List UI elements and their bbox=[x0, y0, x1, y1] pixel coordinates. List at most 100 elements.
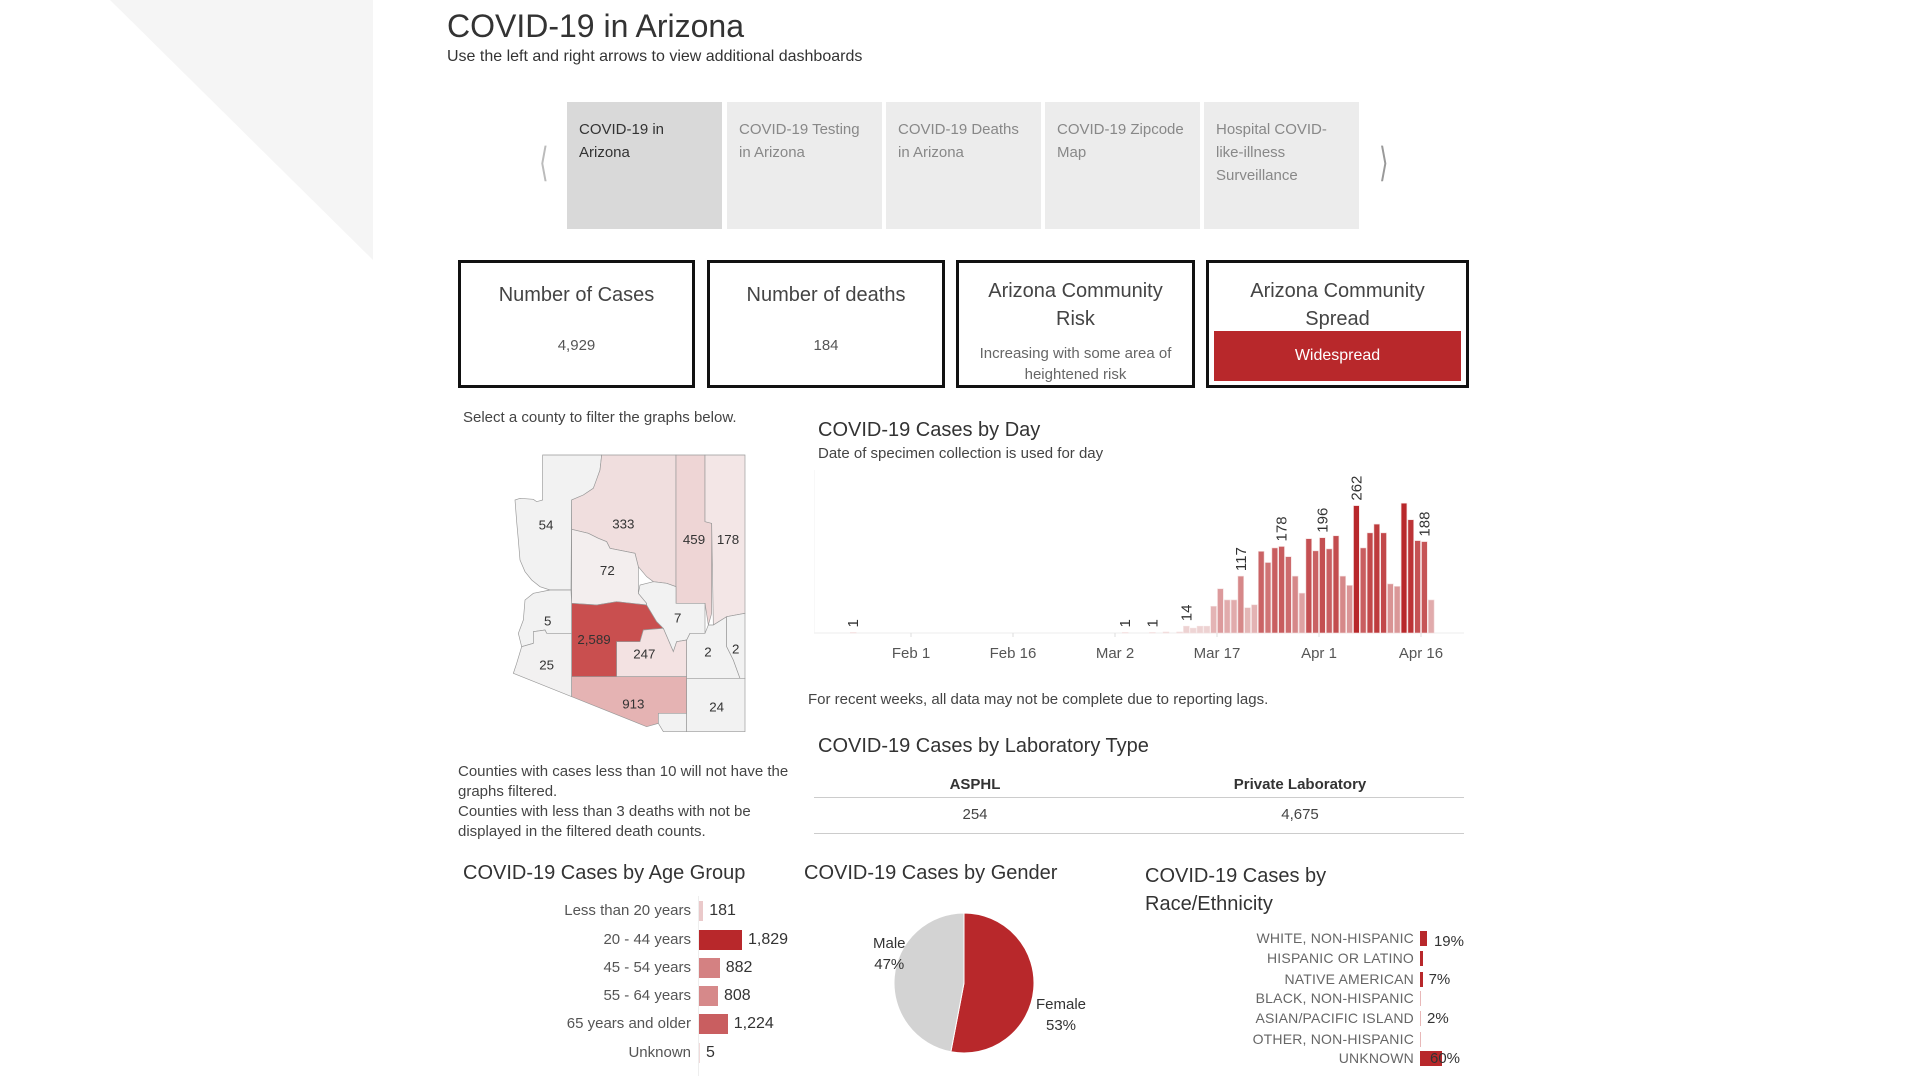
county-filter-note: Counties with cases less than 10 will no… bbox=[458, 762, 798, 842]
day-bar[interactable] bbox=[1332, 535, 1340, 634]
race-label: UNKNOWN bbox=[1338, 1050, 1414, 1066]
race-bar[interactable] bbox=[1420, 991, 1421, 1006]
day-bar[interactable] bbox=[1237, 575, 1244, 634]
male-category: Male bbox=[873, 935, 906, 952]
risk-label: Arizona Community Risk bbox=[988, 280, 1163, 330]
tab-deaths[interactable]: COVID-19 Deaths in Arizona bbox=[886, 102, 1041, 229]
county-label: 54 bbox=[539, 517, 554, 532]
risk-value: Increasing with some area of heightened … bbox=[979, 345, 1172, 383]
day-bar[interactable] bbox=[1223, 599, 1231, 634]
day-bar[interactable] bbox=[1325, 548, 1333, 634]
race-label: ASIAN/PACIFIC ISLAND bbox=[1255, 1010, 1414, 1026]
deaths-label: Number of deaths bbox=[746, 284, 906, 306]
day-bar[interactable] bbox=[1359, 547, 1367, 634]
tab-testing[interactable]: COVID-19 Testing in Arizona bbox=[727, 102, 882, 229]
day-bar[interactable] bbox=[1217, 588, 1224, 634]
map-instruction: Select a county to filter the graphs bel… bbox=[463, 409, 737, 426]
gender-pie-chart[interactable] bbox=[884, 903, 1044, 1063]
day-bar[interactable] bbox=[1400, 502, 1408, 634]
age-value: 5 bbox=[706, 1044, 715, 1061]
day-bar[interactable] bbox=[1421, 541, 1428, 634]
tab-covid-in-arizona[interactable]: COVID-19 in Arizona bbox=[567, 102, 722, 229]
day-bar[interactable] bbox=[1387, 583, 1394, 634]
age-bar[interactable] bbox=[699, 901, 704, 921]
day-bar[interactable] bbox=[1305, 538, 1312, 634]
day-bar[interactable] bbox=[1278, 546, 1285, 634]
day-bar[interactable] bbox=[1183, 625, 1190, 634]
day-bar[interactable] bbox=[1244, 607, 1251, 634]
county-label: 7 bbox=[674, 611, 681, 626]
arizona-county-map[interactable]: 54 333 459 178 72 5 25 2,589 7 247 2 2 9… bbox=[500, 440, 760, 740]
day-bar[interactable] bbox=[1312, 550, 1319, 634]
pie-slice-male[interactable] bbox=[893, 912, 965, 1053]
day-bar[interactable] bbox=[1285, 556, 1292, 634]
day-bar[interactable] bbox=[1230, 599, 1238, 634]
community-spread-card: Arizona Community Spread Widespread bbox=[1206, 260, 1469, 388]
day-bar[interactable] bbox=[1407, 519, 1415, 634]
age-bar[interactable] bbox=[699, 1043, 700, 1063]
race-bar[interactable] bbox=[1420, 1011, 1421, 1026]
day-bar[interactable] bbox=[1339, 575, 1347, 634]
column-header-private-lab: Private Laboratory bbox=[1233, 776, 1367, 793]
race-bar[interactable] bbox=[1420, 951, 1423, 966]
age-value: 181 bbox=[709, 902, 736, 919]
day-bar[interactable] bbox=[1353, 505, 1360, 634]
county-yuma[interactable] bbox=[512, 629, 572, 698]
day-bar[interactable] bbox=[1373, 523, 1381, 634]
pie-slice-female[interactable] bbox=[950, 912, 1035, 1054]
male-percent: 47% bbox=[874, 956, 905, 973]
day-bar[interactable] bbox=[1346, 585, 1353, 634]
day-bar[interactable] bbox=[1427, 599, 1435, 634]
tab-zipcode-map[interactable]: COVID-19 Zipcode Map bbox=[1045, 102, 1200, 229]
cases-by-day-footnote: For recent weeks, all data may not be co… bbox=[808, 691, 1269, 708]
county-santa-cruz[interactable] bbox=[658, 713, 687, 732]
race-bar[interactable] bbox=[1420, 931, 1427, 946]
age-bar[interactable] bbox=[699, 930, 742, 950]
race-bar[interactable] bbox=[1420, 1051, 1442, 1066]
race-label: WHITE, NON-HISPANIC bbox=[1256, 930, 1414, 946]
axis-line bbox=[698, 896, 699, 1076]
bar-data-label: 1 bbox=[1117, 619, 1134, 627]
community-risk-card: Arizona Community Risk Increasing with s… bbox=[956, 260, 1195, 388]
day-bar[interactable] bbox=[1257, 551, 1265, 634]
day-bar[interactable] bbox=[1203, 625, 1210, 634]
day-bar[interactable] bbox=[1264, 562, 1272, 634]
male-label: Male 47% bbox=[873, 933, 906, 975]
day-bar[interactable] bbox=[1414, 540, 1421, 634]
age-bar[interactable] bbox=[699, 986, 718, 1006]
day-bar[interactable] bbox=[1162, 631, 1170, 634]
day-bar[interactable] bbox=[1319, 537, 1326, 634]
chevron-left-icon[interactable]: ⟨ bbox=[539, 141, 549, 185]
county-label: 247 bbox=[633, 646, 655, 661]
day-bar[interactable] bbox=[1380, 532, 1387, 634]
race-title: COVID-19 Cases by Race/Ethnicity bbox=[1145, 865, 1327, 915]
x-tick-label: Apr 16 bbox=[1399, 645, 1443, 662]
day-bar[interactable] bbox=[1291, 575, 1299, 634]
page-title: COVID-19 in Arizona bbox=[447, 8, 745, 44]
race-label: HISPANIC OR LATINO bbox=[1267, 950, 1414, 966]
county-label: 24 bbox=[709, 700, 724, 715]
race-bar[interactable] bbox=[1420, 1032, 1421, 1047]
day-bar[interactable] bbox=[1210, 605, 1217, 634]
age-value: 882 bbox=[725, 959, 753, 976]
race-bar[interactable] bbox=[1420, 972, 1423, 987]
race-value: 2% bbox=[1427, 1010, 1449, 1027]
county-label: 459 bbox=[683, 532, 705, 547]
day-bar[interactable] bbox=[1298, 592, 1306, 634]
bar-data-label: 196 bbox=[1314, 508, 1331, 533]
county-label: 72 bbox=[600, 563, 615, 578]
tab-hospital-surveillance[interactable]: Hospital COVID-like-illness Surveillance bbox=[1204, 102, 1359, 229]
day-bar[interactable] bbox=[1176, 631, 1183, 634]
age-group-title: COVID-19 Cases by Age Group bbox=[463, 862, 746, 884]
day-bar[interactable] bbox=[1366, 532, 1374, 634]
day-bar[interactable] bbox=[1189, 627, 1197, 634]
day-bar[interactable] bbox=[1251, 604, 1258, 634]
county-cochise[interactable] bbox=[686, 678, 746, 732]
chevron-right-icon[interactable]: ⟩ bbox=[1379, 141, 1389, 185]
day-bar[interactable] bbox=[1271, 547, 1278, 634]
age-bar[interactable] bbox=[699, 958, 720, 978]
day-bar[interactable] bbox=[1393, 586, 1401, 634]
cases-by-day-chart[interactable]: Feb 1 Feb 16 Mar 2 Mar 17 Apr 1 Apr 16 1 1 1 14 11… bbox=[814, 470, 1469, 670]
day-bar[interactable] bbox=[1196, 625, 1204, 634]
age-bar[interactable] bbox=[699, 1014, 728, 1034]
